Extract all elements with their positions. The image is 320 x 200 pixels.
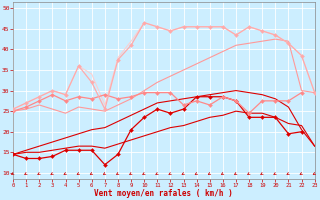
X-axis label: Vent moyen/en rafales ( km/h ): Vent moyen/en rafales ( km/h ) xyxy=(94,189,233,198)
